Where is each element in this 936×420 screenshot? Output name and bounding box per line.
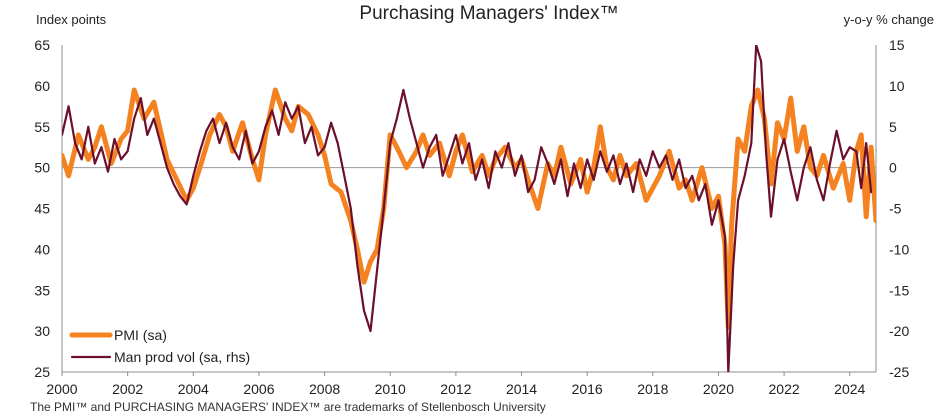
x-tick-label: 2002 [112, 381, 143, 397]
y-tick-left-label: 40 [34, 241, 50, 257]
y-tick-right-label: 15 [889, 37, 905, 53]
y-tick-right-label: -5 [889, 201, 902, 217]
y-tick-right-label: 10 [889, 78, 905, 94]
x-tick-label: 2014 [506, 381, 537, 397]
legend: PMI (sa) Man prod vol (sa, rhs) [69, 327, 250, 365]
x-tick-label: 2022 [769, 381, 800, 397]
y-axis-right-label: y-o-y % change [844, 12, 934, 27]
x-tick-label: 2010 [375, 381, 406, 397]
y-tick-left-label: 30 [34, 323, 50, 339]
x-tick-label: 2012 [440, 381, 471, 397]
y-tick-right-label: -20 [889, 323, 909, 339]
x-tick-label: 2000 [46, 381, 77, 397]
x-tick-label: 2020 [703, 381, 734, 397]
y-tick-left-label: 50 [34, 160, 50, 176]
footnote: The PMI™ and PURCHASING MANAGERS' INDEX™… [30, 400, 546, 414]
series-line-2 [62, 45, 873, 372]
x-tick-label: 2018 [637, 381, 668, 397]
y-tick-right-label: 0 [889, 160, 897, 176]
x-tick-label: 2016 [572, 381, 603, 397]
y-tick-right-label: -10 [889, 241, 909, 257]
chart-title: Purchasing Managers' Index™ [359, 3, 618, 24]
x-tick-label: 2004 [178, 381, 209, 397]
y-tick-left-label: 45 [34, 201, 50, 217]
y-tick-left-label: 55 [34, 119, 50, 135]
y-tick-right-label: -25 [889, 364, 909, 380]
y-tick-left-label: 60 [34, 78, 50, 94]
y-axis-left-label: Index points [36, 12, 107, 27]
axes-group: 656055504540353025151050-5-10-15-20-2520… [34, 37, 909, 397]
y-tick-right-label: -15 [889, 282, 909, 298]
y-tick-right-label: 5 [889, 119, 897, 135]
legend-label-2: Man prod vol (sa, rhs) [114, 349, 250, 365]
series-group [62, 45, 876, 372]
y-tick-left-label: 65 [34, 37, 50, 53]
y-tick-left-label: 35 [34, 282, 50, 298]
series-line-1 [62, 87, 876, 330]
x-tick-label: 2024 [834, 381, 865, 397]
x-tick-label: 2008 [309, 381, 340, 397]
y-tick-left-label: 25 [34, 364, 50, 380]
x-tick-label: 2006 [243, 381, 274, 397]
legend-label-1: PMI (sa) [114, 327, 167, 343]
